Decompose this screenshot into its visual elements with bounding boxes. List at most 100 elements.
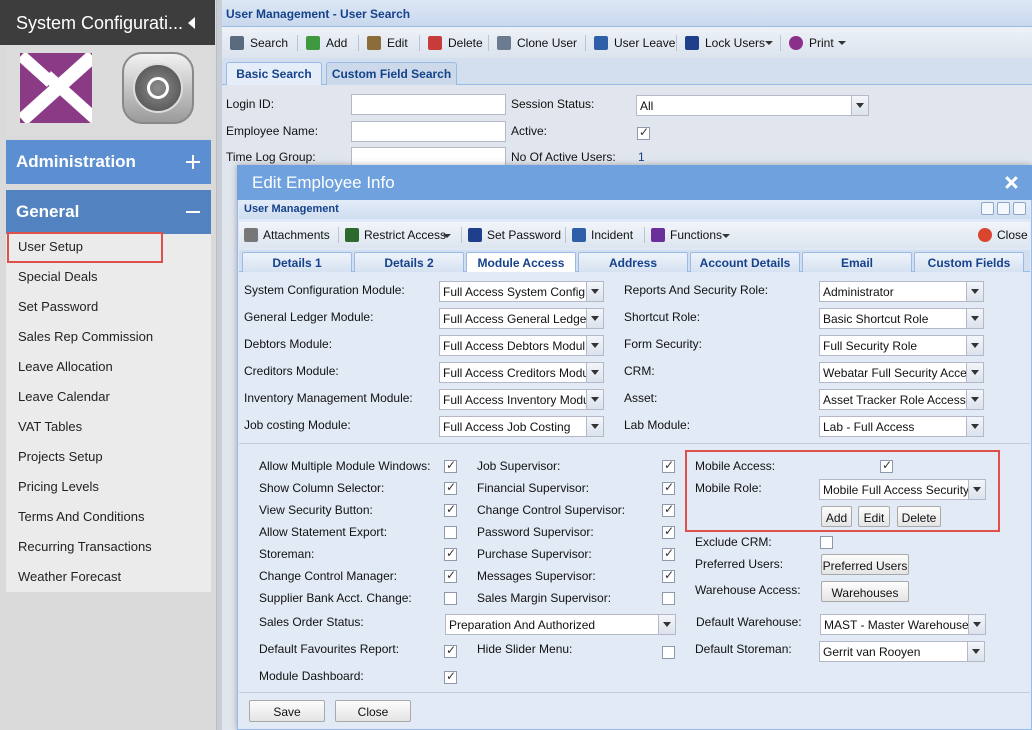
toolbar-button[interactable]: Functions <box>670 228 723 242</box>
checkbox[interactable] <box>444 480 457 495</box>
combo-arrow[interactable] <box>966 417 983 436</box>
checkbox[interactable] <box>662 524 675 539</box>
session-status-combo[interactable]: All <box>636 95 869 116</box>
combo-arrow[interactable] <box>967 642 984 661</box>
combo-arrow[interactable] <box>586 282 603 301</box>
checkbox[interactable] <box>662 502 675 517</box>
module-combo[interactable]: Full Access Inventory Modu <box>439 389 604 410</box>
menu-item[interactable]: Set Password <box>18 299 99 314</box>
checkbox[interactable] <box>662 480 675 495</box>
combo-arrow[interactable] <box>658 615 675 634</box>
combo-arrow[interactable] <box>966 390 983 409</box>
checkbox[interactable] <box>662 592 675 605</box>
module-combo[interactable]: Full Access Job Costing <box>439 416 604 437</box>
combo-arrow[interactable] <box>966 363 983 382</box>
button[interactable]: Edit <box>858 506 890 527</box>
tool-icon[interactable] <box>997 202 1010 215</box>
splitter[interactable] <box>216 0 222 730</box>
combo-arrow[interactable] <box>966 336 983 355</box>
text-input[interactable] <box>351 121 506 142</box>
combo-arrow[interactable] <box>586 417 603 436</box>
button[interactable]: Save <box>249 700 325 722</box>
section-bar[interactable] <box>6 190 211 234</box>
menu-item[interactable]: Pricing Levels <box>18 479 99 494</box>
toolbar-button[interactable]: Delete <box>448 36 483 50</box>
combo-arrow[interactable] <box>586 309 603 328</box>
menu-item[interactable]: Special Deals <box>18 269 98 284</box>
toolbar-button[interactable]: User Leave <box>614 36 676 50</box>
default-storeman-combo[interactable]: Gerrit van Rooyen <box>819 641 985 662</box>
combo-arrow[interactable] <box>586 336 603 355</box>
toolbar-button[interactable]: Incident <box>591 228 634 242</box>
combo-arrow[interactable] <box>586 363 603 382</box>
toolbar-button[interactable]: Add <box>326 36 348 50</box>
module-combo[interactable]: Full Access Debtors Modul <box>439 335 604 356</box>
menu-item[interactable]: Leave Allocation <box>18 359 113 374</box>
toolbar-button[interactable]: Print <box>809 36 834 50</box>
role-combo[interactable]: Administrator <box>819 281 984 302</box>
combo-arrow[interactable] <box>966 309 983 328</box>
menu-item[interactable]: Terms And Conditions <box>18 509 145 524</box>
sales-order-status-combo[interactable]: Preparation And Authorized <box>445 614 676 635</box>
button[interactable]: Delete <box>897 506 941 527</box>
toolbar-button[interactable]: Lock Users <box>705 36 766 50</box>
button[interactable]: Preferred Users <box>821 554 909 575</box>
toolbar-button[interactable]: Set Password <box>487 228 562 242</box>
tab[interactable]: Address <box>578 252 688 272</box>
combo-arrow[interactable] <box>966 282 983 301</box>
tab[interactable]: Custom Field Search <box>326 62 457 85</box>
checkbox[interactable] <box>662 458 675 473</box>
checkbox[interactable] <box>444 458 457 473</box>
button[interactable]: Add <box>821 506 852 527</box>
menu-item[interactable]: User Setup <box>18 239 84 254</box>
checkbox[interactable] <box>820 536 833 549</box>
section-bar[interactable] <box>6 140 211 184</box>
role-combo[interactable]: Lab - Full Access <box>819 416 984 437</box>
mobile-role-combo[interactable]: Mobile Full Access Security <box>819 479 986 500</box>
tab[interactable]: Basic Search <box>226 62 322 85</box>
module-combo[interactable]: Full Access System Config <box>439 281 604 302</box>
combo-arrow[interactable] <box>968 615 985 634</box>
combo-arrow[interactable] <box>968 480 985 499</box>
role-combo[interactable]: Basic Shortcut Role <box>819 308 984 329</box>
checkbox[interactable] <box>662 546 675 561</box>
module-combo[interactable]: Full Access Creditors Modu <box>439 362 604 383</box>
default-warehouse-combo[interactable]: MAST - Master Warehouse <box>820 614 986 635</box>
tool-icon[interactable] <box>1013 202 1026 215</box>
checkbox[interactable] <box>444 568 457 583</box>
checkbox[interactable] <box>662 568 675 583</box>
checkbox[interactable] <box>444 592 457 605</box>
button[interactable]: Warehouses <box>821 581 909 602</box>
toolbar-button[interactable]: Search <box>250 36 289 50</box>
checkbox[interactable] <box>444 643 457 658</box>
tab[interactable]: Details 2 <box>354 252 464 272</box>
checkbox[interactable] <box>444 526 457 539</box>
menu-item[interactable]: VAT Tables <box>18 419 83 434</box>
tab[interactable]: Module Access <box>466 252 576 272</box>
section-toggle[interactable] <box>186 211 200 213</box>
toolbar-button[interactable]: Restrict Access <box>364 228 447 242</box>
tab[interactable]: Details 1 <box>242 252 352 272</box>
role-combo[interactable]: Full Security Role <box>819 335 984 356</box>
checkbox[interactable] <box>444 669 457 684</box>
tab[interactable]: Account Details <box>690 252 800 272</box>
tool-icon[interactable] <box>981 202 994 215</box>
menu-item[interactable]: Leave Calendar <box>18 389 110 404</box>
combo-arrow[interactable] <box>586 390 603 409</box>
menu-item[interactable]: Weather Forecast <box>18 569 122 584</box>
collapse-arrow[interactable] <box>188 17 195 29</box>
toolbar-button[interactable]: Clone User <box>517 36 578 50</box>
tab[interactable]: Custom Fields <box>914 252 1024 272</box>
checkbox[interactable] <box>662 646 675 659</box>
settings-logo[interactable] <box>122 52 194 124</box>
text-input[interactable] <box>351 94 506 115</box>
menu-item[interactable]: Recurring Transactions <box>18 539 152 554</box>
module-combo[interactable]: Full Access General Ledger <box>439 308 604 329</box>
checkbox[interactable] <box>637 125 650 140</box>
checkbox[interactable] <box>880 458 893 473</box>
menu-item[interactable]: Projects Setup <box>18 449 103 464</box>
checkbox[interactable] <box>444 502 457 517</box>
button[interactable]: Close <box>335 700 411 722</box>
checkbox[interactable] <box>444 546 457 561</box>
toolbar-button[interactable]: Attachments <box>263 228 330 242</box>
